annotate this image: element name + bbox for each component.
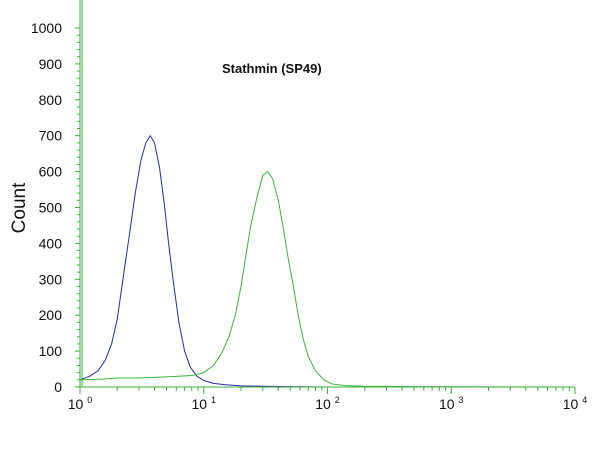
- y-tick-label: 900: [39, 56, 63, 72]
- x-tick-label: 10 0: [68, 395, 92, 412]
- y-tick-label: 500: [39, 200, 63, 216]
- y-tick-label: 600: [39, 164, 63, 180]
- x-tick-label: 10 3: [439, 395, 463, 412]
- x-tick-label: 10 4: [563, 395, 587, 412]
- y-tick-label: 0: [54, 379, 62, 395]
- y-axis: 0 100 200 300 400 500 600 700 800 900 1000: [31, 20, 80, 395]
- y-tick-label: 300: [39, 271, 63, 287]
- x-tick-label: 10 1: [192, 395, 216, 412]
- y-tick-label: 700: [39, 128, 63, 144]
- y-tick-label: 200: [39, 307, 63, 323]
- y-tick-label: 100: [39, 343, 63, 359]
- x-tick-label: 10 2: [315, 395, 339, 412]
- y-tick-label: 400: [39, 235, 63, 251]
- x-axis: 10 0 10 1 10 2 10 3 10 4: [68, 387, 587, 412]
- y-tick-label: 800: [39, 92, 63, 108]
- series-line-2: [79, 171, 576, 388]
- series-layer: [79, 135, 576, 388]
- chart-title: Stathmin (SP49): [222, 61, 322, 76]
- y-axis-title: Count: [9, 182, 30, 233]
- y-tick-label: 1000: [31, 20, 62, 36]
- series-line-1: [79, 135, 575, 388]
